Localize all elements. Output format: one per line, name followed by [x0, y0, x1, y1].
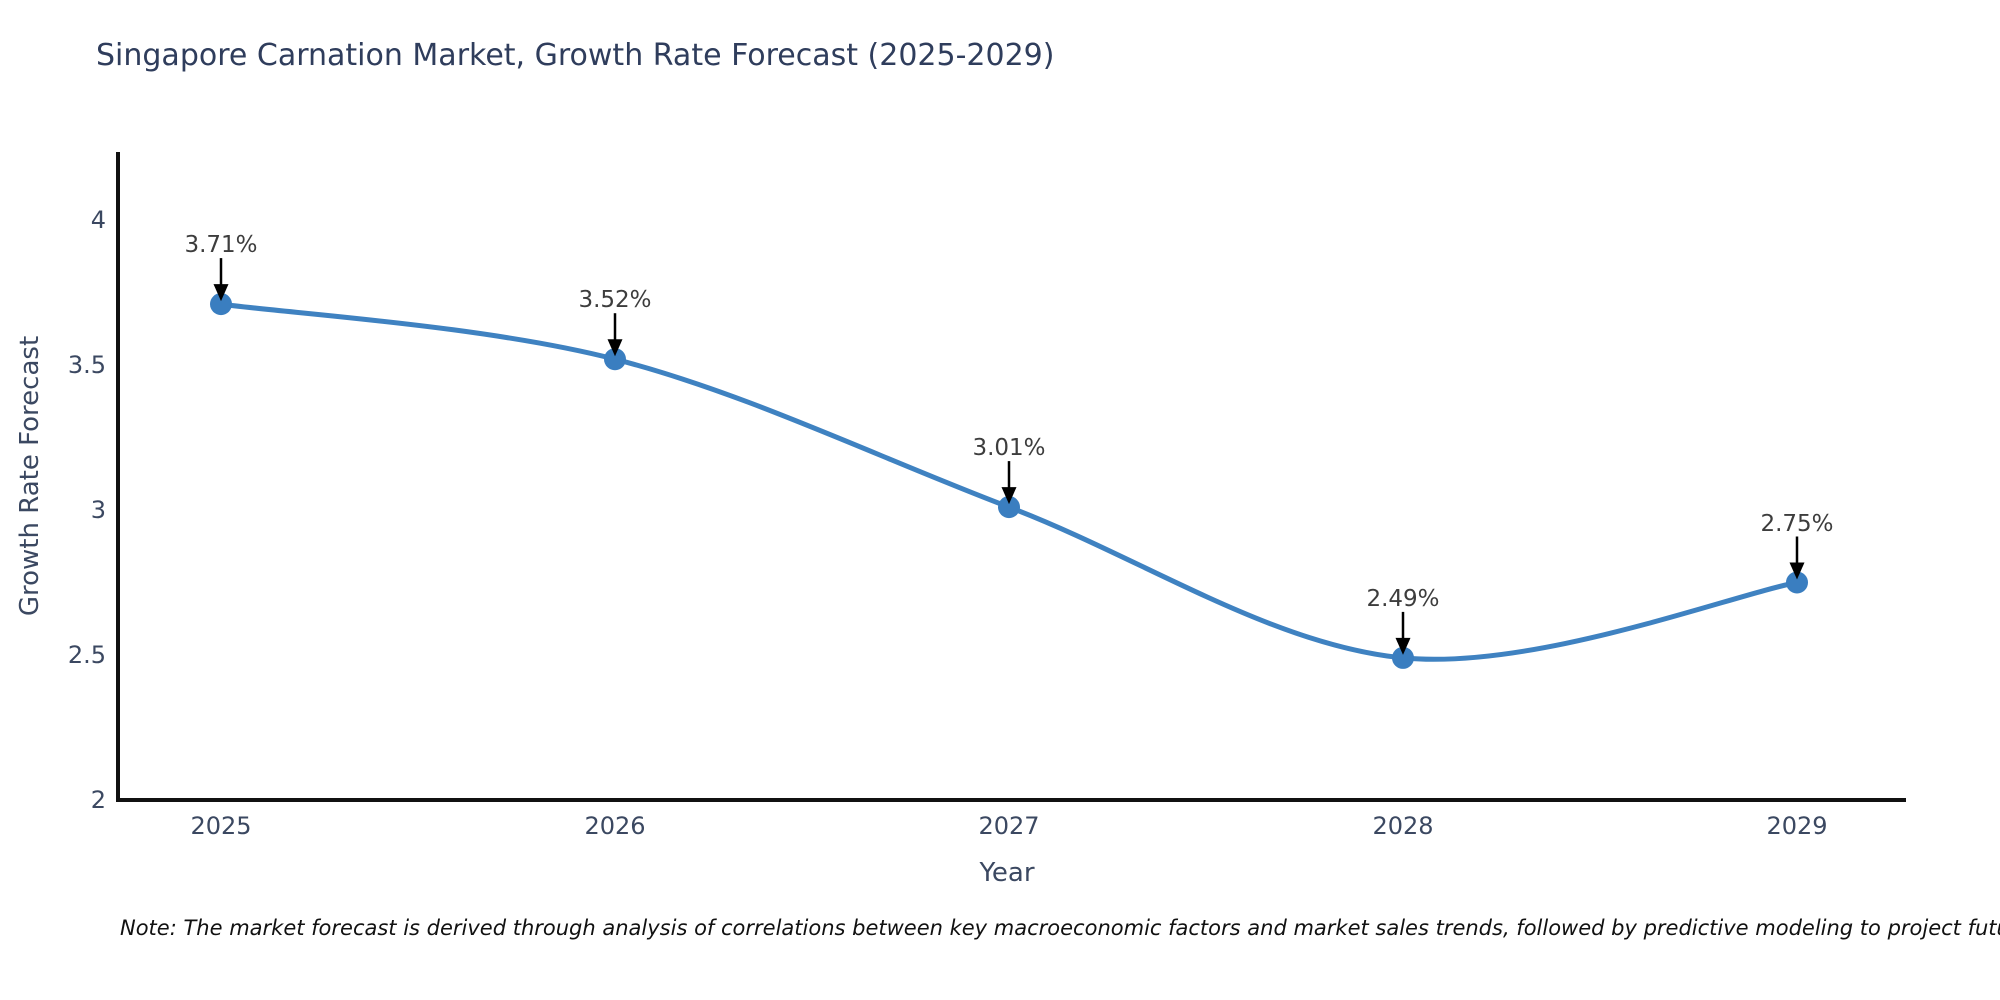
footnote-text: Note: The market forecast is derived thr… — [120, 916, 2000, 940]
x-axis-title: Year — [979, 858, 1035, 888]
y-axis-title: Growth Rate Forecast — [15, 335, 45, 617]
y-tick-label-4: 4 — [90, 206, 106, 234]
data-point-2029 — [1786, 571, 1808, 594]
x-tick-label-2028: 2028 — [1372, 812, 1434, 840]
chart-title: Singapore Carnation Market, Growth Rate … — [96, 38, 1055, 73]
data-point-2025 — [210, 293, 232, 316]
x-tick-label-2029: 2029 — [1766, 812, 1828, 840]
annotation-arrowhead-icon — [1789, 562, 1805, 580]
x-tick-label-2026: 2026 — [584, 812, 646, 840]
y-tick-label-2-5: 2.5 — [67, 641, 106, 669]
annotation-arrowhead-icon — [607, 339, 623, 357]
data-point-2028 — [1392, 646, 1414, 669]
y-tick-label-3-5: 3.5 — [67, 351, 106, 379]
annotation-label-2027: 3.01% — [972, 435, 1046, 462]
x-tick-label-2027: 2027 — [978, 812, 1040, 840]
data-point-2027 — [998, 496, 1020, 519]
annotation-arrowhead-icon — [1395, 637, 1411, 655]
y-tick-label-2: 2 — [90, 786, 106, 814]
annotation-label-2026: 3.52% — [578, 287, 652, 314]
annotation-label-2029: 2.75% — [1760, 510, 1834, 537]
data-point-2026 — [604, 348, 626, 371]
x-tick-label-2025: 2025 — [190, 812, 252, 840]
annotation-label-2028: 2.49% — [1366, 585, 1440, 612]
y-tick-label-3: 3 — [90, 496, 106, 524]
annotation-arrowhead-icon — [213, 284, 229, 302]
annotation-arrowhead-icon — [1001, 487, 1017, 505]
annotation-label-2025: 3.71% — [184, 232, 258, 259]
